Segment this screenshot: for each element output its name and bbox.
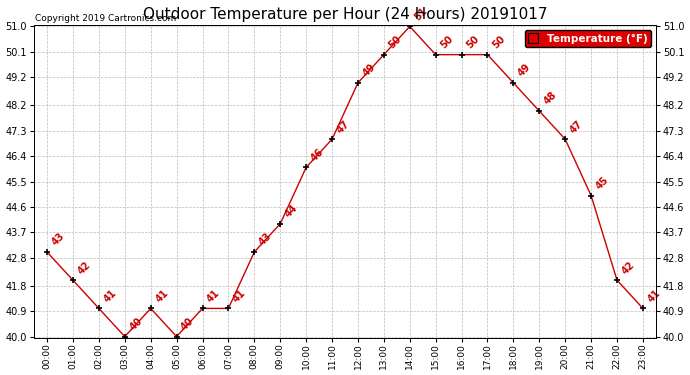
Text: 41: 41 [646, 288, 662, 304]
Text: 41: 41 [206, 288, 222, 304]
Title: Outdoor Temperature per Hour (24 Hours) 20191017: Outdoor Temperature per Hour (24 Hours) … [143, 8, 547, 22]
Text: 50: 50 [464, 34, 481, 51]
Text: 47: 47 [335, 118, 351, 135]
Text: 40: 40 [128, 316, 144, 332]
Text: 42: 42 [620, 260, 636, 276]
Text: 51: 51 [413, 6, 429, 22]
Text: 50: 50 [491, 34, 507, 51]
Text: 47: 47 [568, 118, 584, 135]
Text: 49: 49 [516, 62, 533, 79]
Text: 50: 50 [438, 34, 455, 51]
Text: 43: 43 [50, 231, 66, 248]
Text: 48: 48 [542, 90, 559, 107]
Text: 40: 40 [179, 316, 196, 332]
Legend: Temperature (°F): Temperature (°F) [525, 30, 651, 47]
Text: Copyright 2019 Cartronics.com: Copyright 2019 Cartronics.com [34, 15, 176, 24]
Text: 41: 41 [101, 288, 118, 304]
Text: 41: 41 [153, 288, 170, 304]
Text: 50: 50 [386, 34, 403, 51]
Text: 45: 45 [594, 175, 611, 192]
Text: 49: 49 [361, 62, 377, 79]
Text: 42: 42 [76, 260, 92, 276]
Text: 43: 43 [257, 231, 274, 248]
Text: 41: 41 [231, 288, 248, 304]
Text: 44: 44 [283, 203, 299, 220]
Text: 46: 46 [309, 147, 326, 163]
